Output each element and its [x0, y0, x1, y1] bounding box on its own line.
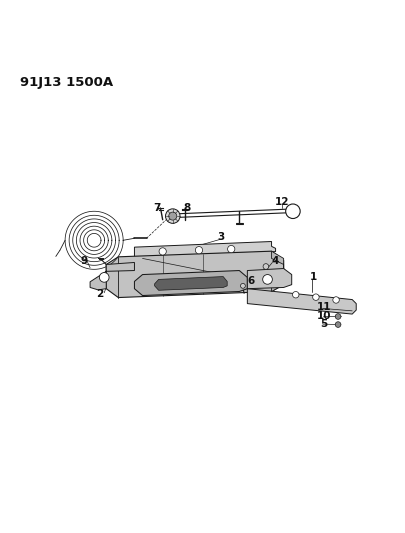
Text: 9: 9	[80, 256, 87, 266]
Text: 11: 11	[316, 302, 330, 312]
Text: 2: 2	[96, 289, 104, 299]
Polygon shape	[134, 241, 275, 257]
Text: 5: 5	[320, 319, 327, 329]
Polygon shape	[154, 277, 227, 290]
Polygon shape	[90, 262, 134, 290]
Polygon shape	[247, 269, 291, 289]
Text: 1: 1	[309, 272, 317, 281]
Text: 3: 3	[217, 232, 224, 243]
Polygon shape	[271, 251, 283, 292]
Circle shape	[335, 314, 340, 319]
Polygon shape	[134, 271, 247, 295]
Text: 7: 7	[153, 203, 160, 213]
Text: 10: 10	[316, 311, 330, 321]
Circle shape	[159, 248, 166, 255]
Polygon shape	[247, 289, 355, 314]
Text: 8: 8	[183, 203, 190, 213]
Circle shape	[240, 284, 245, 288]
Text: 91J13 1500A: 91J13 1500A	[19, 76, 112, 89]
Circle shape	[262, 264, 268, 269]
Polygon shape	[106, 251, 283, 297]
Circle shape	[332, 297, 339, 303]
Circle shape	[168, 212, 176, 220]
Circle shape	[312, 294, 318, 301]
Text: 12: 12	[274, 197, 288, 207]
Text: 6: 6	[247, 277, 254, 286]
Circle shape	[262, 274, 272, 284]
Circle shape	[195, 247, 202, 254]
Circle shape	[165, 209, 179, 223]
Circle shape	[227, 245, 234, 253]
Text: 4: 4	[271, 256, 279, 266]
Circle shape	[335, 322, 340, 327]
Circle shape	[292, 292, 298, 298]
Circle shape	[99, 272, 109, 282]
